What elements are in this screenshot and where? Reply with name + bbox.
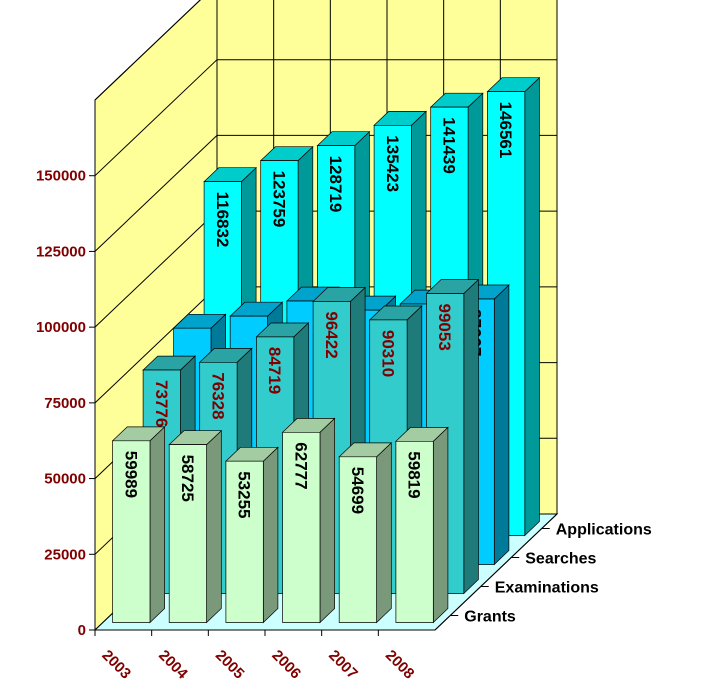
bar-side [493, 284, 510, 566]
bar-grants-2003: 59989 [111, 426, 166, 624]
x-tick-label: 2003 [98, 647, 134, 683]
data-label: 76328 [208, 372, 227, 419]
x-tick-label: 2004 [155, 647, 191, 683]
data-label: 128719 [326, 156, 345, 213]
data-label: 84719 [265, 347, 284, 394]
y-tick-label: 25000 [44, 546, 86, 563]
y-tick-label: 50000 [44, 471, 86, 488]
data-label: 123759 [269, 171, 288, 228]
bar-front [225, 460, 264, 623]
series-label: Examinations [495, 580, 599, 597]
data-label: 54699 [348, 467, 367, 514]
bar-side [206, 429, 222, 624]
bar-front [168, 444, 207, 623]
data-label: 96422 [322, 311, 341, 358]
x-tick-label: 2007 [325, 647, 361, 683]
y-tick-label: 150000 [36, 168, 86, 185]
bars: 1168321237591287191354231414391465618766… [111, 76, 541, 624]
series-axis: Applications Searches Examinations Grants [434, 513, 652, 631]
y-tick-label: 75000 [44, 395, 86, 412]
bar-side [432, 426, 449, 624]
y-tick-label: 125000 [36, 243, 86, 260]
bar-grants-2004: 58725 [168, 429, 223, 624]
series-label: Grants [464, 609, 516, 626]
bar-front [112, 440, 151, 623]
data-label: 59989 [121, 451, 140, 498]
data-label: 146561 [496, 102, 515, 159]
data-label: 58725 [178, 455, 197, 502]
series-label: Searches [525, 551, 596, 568]
x-axis: 2003 2004 2005 2006 2007 2008 [94, 629, 435, 683]
y-tick-label: 0 [78, 622, 86, 639]
bar-side [524, 76, 540, 537]
bar-grants-2007: 54699 [338, 442, 393, 624]
bar-side [319, 417, 335, 624]
data-label: 73776 [152, 380, 171, 427]
x-tick-label: 2008 [382, 647, 418, 683]
data-label: 99053 [435, 304, 454, 351]
data-label: 141439 [439, 117, 458, 174]
bar-front [282, 431, 321, 623]
gridline [94, 0, 201, 101]
y-axis: 0 25000 50000 75000 100000 125000 150000 [36, 168, 96, 639]
bar-side [262, 446, 279, 624]
bar-grants-2008: 59819 [395, 426, 449, 624]
bar-front [338, 456, 377, 623]
bar-front [395, 440, 434, 623]
bar-side [149, 426, 165, 624]
z-axis-line [434, 513, 558, 631]
bar-side [463, 278, 479, 595]
data-label: 53255 [235, 471, 254, 518]
data-label: 116832 [213, 192, 232, 248]
bar-side [376, 442, 392, 624]
data-label: 59819 [405, 451, 424, 498]
data-label: 135423 [383, 135, 402, 192]
bar-grants-2006: 62777 [281, 417, 336, 624]
x-tick-label: 2005 [212, 647, 248, 683]
y-tick-label: 100000 [36, 319, 86, 336]
data-label: 90310 [378, 330, 397, 377]
data-label: 62777 [291, 442, 310, 489]
series-label: Applications [556, 522, 652, 539]
bar-grants-2005: 53255 [225, 446, 279, 624]
x-tick-label: 2006 [268, 647, 304, 683]
